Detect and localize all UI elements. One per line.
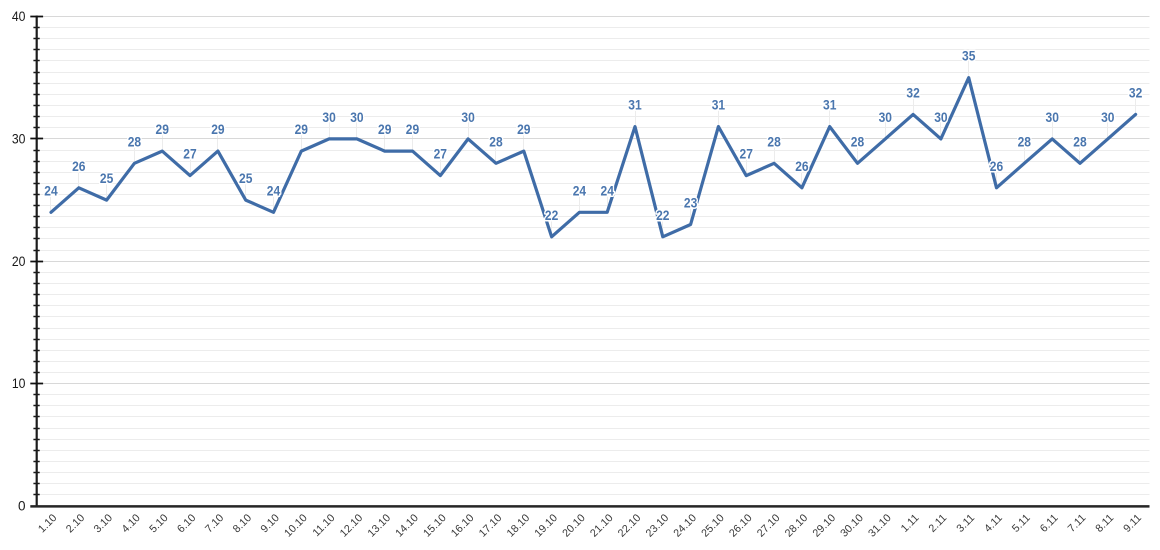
svg-text:24: 24: [44, 183, 58, 198]
svg-text:29: 29: [378, 122, 391, 137]
svg-text:10: 10: [12, 376, 26, 391]
svg-text:20: 20: [12, 254, 26, 269]
svg-text:25: 25: [239, 171, 253, 186]
svg-text:28: 28: [767, 134, 781, 149]
svg-text:28: 28: [851, 134, 865, 149]
svg-text:30: 30: [322, 110, 335, 125]
svg-text:35: 35: [962, 49, 976, 64]
svg-text:30: 30: [879, 110, 892, 125]
svg-text:28: 28: [489, 134, 503, 149]
svg-text:27: 27: [740, 147, 753, 162]
svg-text:32: 32: [1129, 85, 1142, 100]
svg-text:23: 23: [684, 196, 698, 211]
svg-text:31: 31: [823, 98, 837, 113]
svg-text:29: 29: [517, 122, 530, 137]
svg-text:32: 32: [906, 85, 919, 100]
svg-text:40: 40: [12, 9, 26, 24]
svg-text:30: 30: [461, 110, 474, 125]
svg-text:30: 30: [1101, 110, 1114, 125]
svg-text:31: 31: [628, 98, 642, 113]
svg-text:28: 28: [1018, 134, 1032, 149]
svg-text:0: 0: [18, 499, 26, 514]
svg-text:30: 30: [350, 110, 363, 125]
svg-text:29: 29: [295, 122, 308, 137]
svg-text:24: 24: [601, 183, 615, 198]
svg-text:29: 29: [406, 122, 419, 137]
svg-text:24: 24: [573, 183, 587, 198]
svg-text:31: 31: [712, 98, 726, 113]
svg-text:30: 30: [1046, 110, 1059, 125]
svg-text:22: 22: [545, 208, 558, 223]
svg-text:26: 26: [795, 159, 809, 174]
svg-text:28: 28: [128, 134, 142, 149]
svg-text:26: 26: [72, 159, 86, 174]
svg-text:30: 30: [12, 132, 26, 147]
svg-text:29: 29: [211, 122, 224, 137]
svg-text:25: 25: [100, 171, 114, 186]
svg-text:24: 24: [267, 183, 281, 198]
svg-text:30: 30: [934, 110, 947, 125]
svg-text:28: 28: [1073, 134, 1087, 149]
svg-text:27: 27: [434, 147, 447, 162]
svg-text:26: 26: [990, 159, 1004, 174]
svg-text:29: 29: [156, 122, 169, 137]
svg-text:27: 27: [183, 147, 196, 162]
svg-text:22: 22: [656, 208, 669, 223]
